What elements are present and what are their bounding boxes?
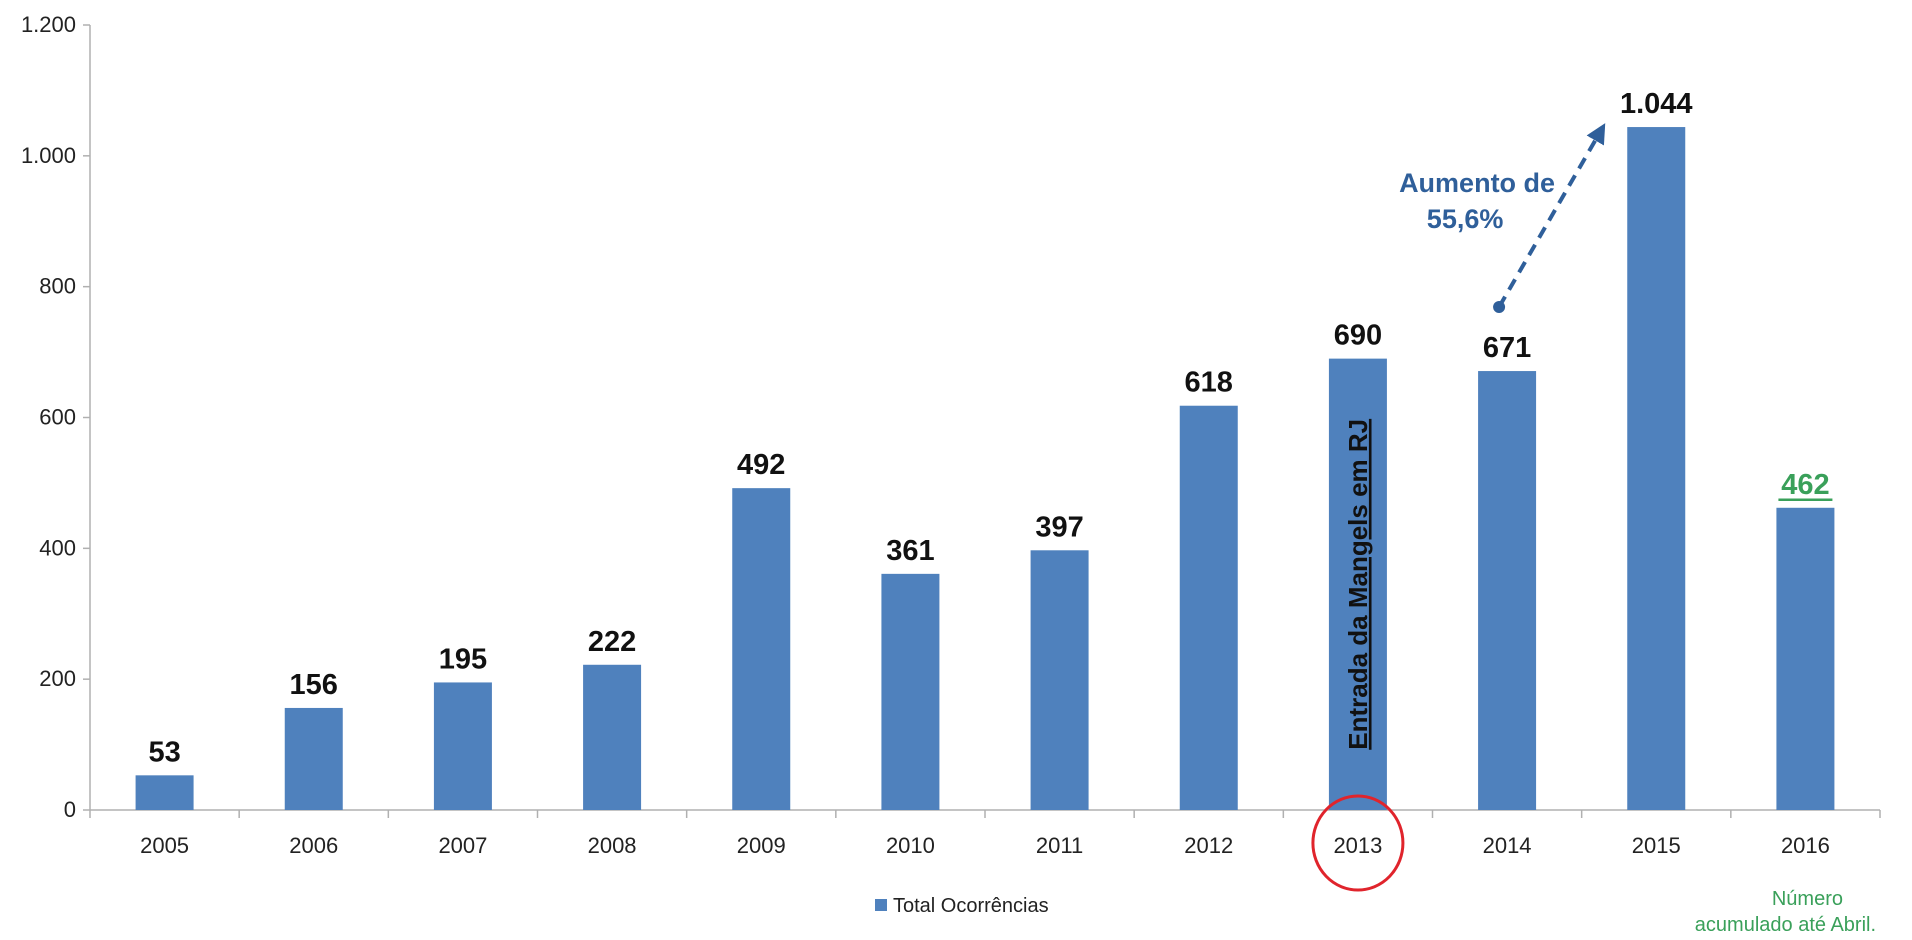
data-label: 1.044 bbox=[1620, 88, 1693, 120]
data-label: 618 bbox=[1185, 367, 1233, 399]
increase-label-line2: 55,6% bbox=[1427, 204, 1504, 234]
bar bbox=[135, 775, 194, 810]
y-tick-label: 200 bbox=[39, 666, 76, 691]
y-tick-label: 600 bbox=[39, 405, 76, 430]
bar bbox=[1328, 358, 1387, 810]
data-label: 492 bbox=[737, 449, 785, 481]
data-label: 53 bbox=[148, 736, 180, 768]
y-tick-label: 0 bbox=[64, 797, 76, 822]
data-label: 156 bbox=[290, 669, 338, 701]
x-tick-label: 2014 bbox=[1483, 833, 1532, 858]
data-label: 690 bbox=[1334, 320, 1382, 352]
bars bbox=[135, 127, 1835, 811]
data-labels: 53 156 195 222 492 361 397 618 690 671 1.044 462 bbox=[148, 88, 1833, 768]
data-label: 397 bbox=[1035, 511, 1083, 543]
x-tick-label: 2007 bbox=[438, 833, 487, 858]
x-tick-label: 2015 bbox=[1632, 833, 1681, 858]
x-tick-label: 2008 bbox=[588, 833, 637, 858]
footnote-line1: Número bbox=[1772, 888, 1843, 910]
legend-label: Total Ocorrências bbox=[893, 895, 1049, 917]
increase-arrow bbox=[1497, 123, 1606, 309]
bar bbox=[284, 707, 343, 810]
annotations: Entrada da Mangels em RJ Aumento de 55,6% N… bbox=[1311, 123, 1876, 936]
data-label: 222 bbox=[588, 626, 636, 658]
bar bbox=[1776, 507, 1835, 810]
y-tick-label: 400 bbox=[39, 535, 76, 560]
x-tick-label: 2010 bbox=[886, 833, 935, 858]
data-label: 462 bbox=[1781, 469, 1829, 501]
x-tick-label: 2013 bbox=[1333, 833, 1382, 858]
bar bbox=[1030, 550, 1089, 810]
bar bbox=[1478, 371, 1537, 810]
data-label: 195 bbox=[439, 643, 487, 675]
x-tick-label: 2011 bbox=[1036, 833, 1083, 858]
highlight-circle bbox=[1311, 794, 1405, 892]
bar bbox=[583, 664, 642, 810]
legend-swatch bbox=[875, 899, 887, 911]
x-tick-label: 2012 bbox=[1184, 833, 1233, 858]
bar bbox=[1627, 127, 1686, 811]
vertical-annotation: Entrada da Mangels em RJ bbox=[1343, 419, 1373, 750]
bar bbox=[881, 573, 940, 810]
y-tick-label: 1.200 bbox=[21, 12, 76, 37]
axes: 0 200 400 600 800 1.000 1.200 2005 2006 2007 2008 2… bbox=[21, 12, 1881, 858]
x-tick-label: 2006 bbox=[289, 833, 338, 858]
y-tick-label: 800 bbox=[39, 274, 76, 299]
footnote-line2: acumulado até Abril. bbox=[1695, 914, 1876, 936]
data-label: 361 bbox=[886, 535, 934, 567]
x-tick-label: 2016 bbox=[1781, 833, 1830, 858]
bar bbox=[732, 488, 791, 810]
increase-label-line1: Aumento de bbox=[1399, 168, 1555, 198]
y-tick-label: 1.000 bbox=[21, 143, 76, 168]
x-tick-label: 2005 bbox=[140, 833, 189, 858]
bar bbox=[433, 682, 492, 810]
data-label: 671 bbox=[1483, 332, 1531, 364]
bar bbox=[1179, 405, 1238, 810]
legend: Total Ocorrências bbox=[875, 895, 1049, 917]
x-tick-label: 2009 bbox=[737, 833, 786, 858]
